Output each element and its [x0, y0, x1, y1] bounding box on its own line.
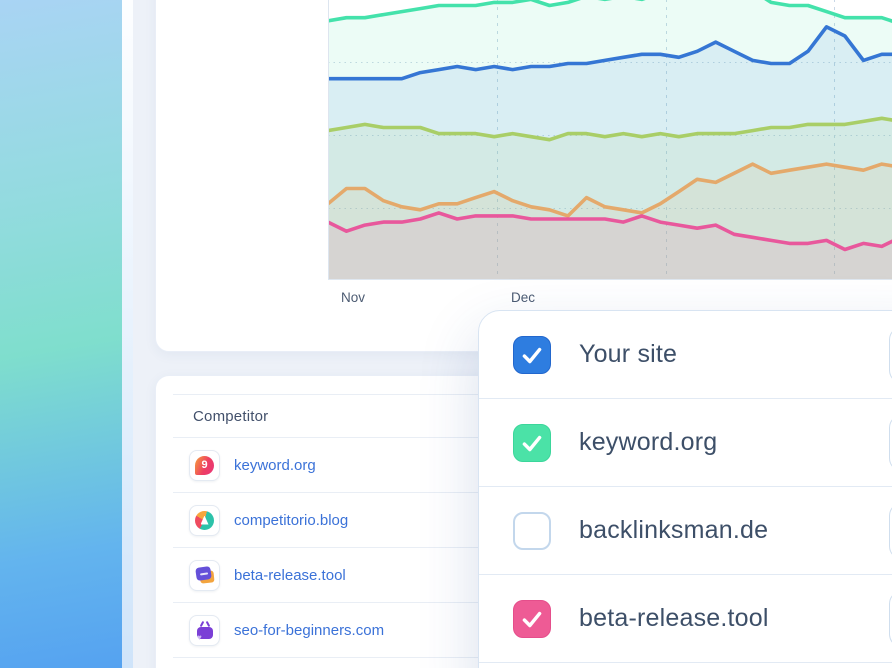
- site-checkbox-beta-release-tool-checked[interactable]: [513, 599, 551, 638]
- series-area-beta-release-tool: [328, 212, 892, 280]
- check-icon: [522, 435, 542, 451]
- background-gradient-strip: [0, 0, 122, 668]
- seo-for-beginners-favicon: [189, 614, 220, 646]
- series-line-your-site: [328, 25, 892, 81]
- competitor-link-competitorio-blog[interactable]: competitorio.blog: [234, 511, 349, 529]
- site-row-beta-release-tool[interactable]: beta-release.tool: [479, 575, 892, 663]
- site-row-keyword-org[interactable]: keyword.org: [479, 399, 892, 487]
- site-checkbox-keyword-org-checked[interactable]: [513, 423, 551, 462]
- competitor-link-seo-for-beginners[interactable]: seo-for-beginners.com: [234, 621, 385, 639]
- chart-x-axis-labels: Nov Dec: [328, 290, 892, 310]
- site-label-backlinksman-de: backlinksman.de: [579, 516, 769, 544]
- site-selector-panel: Your site keyword.org backlinksman.de beta-…: [478, 310, 892, 668]
- site-label-keyword-org: keyword.org: [579, 428, 718, 456]
- check-icon: [522, 611, 542, 627]
- site-checkbox-your-site-checked[interactable]: [513, 335, 551, 374]
- competitor-row-keyword-org[interactable]: 9 keyword.org: [156, 438, 892, 492]
- series-line-unlabeled-orange-line-: [328, 162, 892, 218]
- site-row-your-site[interactable]: Your site: [479, 311, 892, 399]
- competitor-link-beta-release-tool[interactable]: beta-release.tool: [234, 566, 346, 584]
- competitor-column-header: Competitor: [193, 407, 269, 425]
- traffic-chart-card: Nov Dec: [155, 0, 892, 352]
- site-label-your-site: Your site: [579, 340, 678, 368]
- traffic-chart-svg: [328, 0, 892, 280]
- x-axis-label-nov: Nov: [341, 290, 366, 305]
- site-checkbox-backlinksman-de-unchecked[interactable]: [513, 511, 551, 550]
- competitor-link-keyword-org[interactable]: keyword.org: [234, 456, 316, 474]
- competitor-row-beta-release-tool[interactable]: beta-release.tool: [156, 548, 892, 602]
- beta-release-favicon: [189, 559, 220, 591]
- competitor-row-competitorio-blog[interactable]: competitorio.blog: [156, 493, 892, 547]
- background-gradient-band: [122, 0, 133, 668]
- series-line-keyword-org: [328, 0, 892, 23]
- traffic-chart[interactable]: [328, 0, 892, 280]
- series-area-unlabeled-lime-line-: [328, 118, 892, 280]
- site-label-beta-release-tool: beta-release.tool: [579, 604, 769, 632]
- series-area-unlabeled-orange-line-: [328, 164, 892, 280]
- series-line-unlabeled-lime-line-: [328, 116, 892, 142]
- keyword-org-favicon: 9: [189, 449, 220, 481]
- site-row-backlinksman-de[interactable]: backlinksman.de: [479, 487, 892, 575]
- series-line-beta-release-tool: [328, 211, 892, 252]
- check-icon: [522, 347, 542, 363]
- competitorio-favicon: [189, 504, 220, 536]
- competitor-row-seo-for-beginners[interactable]: seo-for-beginners.com: [156, 603, 892, 657]
- x-axis-label-dec: Dec: [511, 290, 536, 305]
